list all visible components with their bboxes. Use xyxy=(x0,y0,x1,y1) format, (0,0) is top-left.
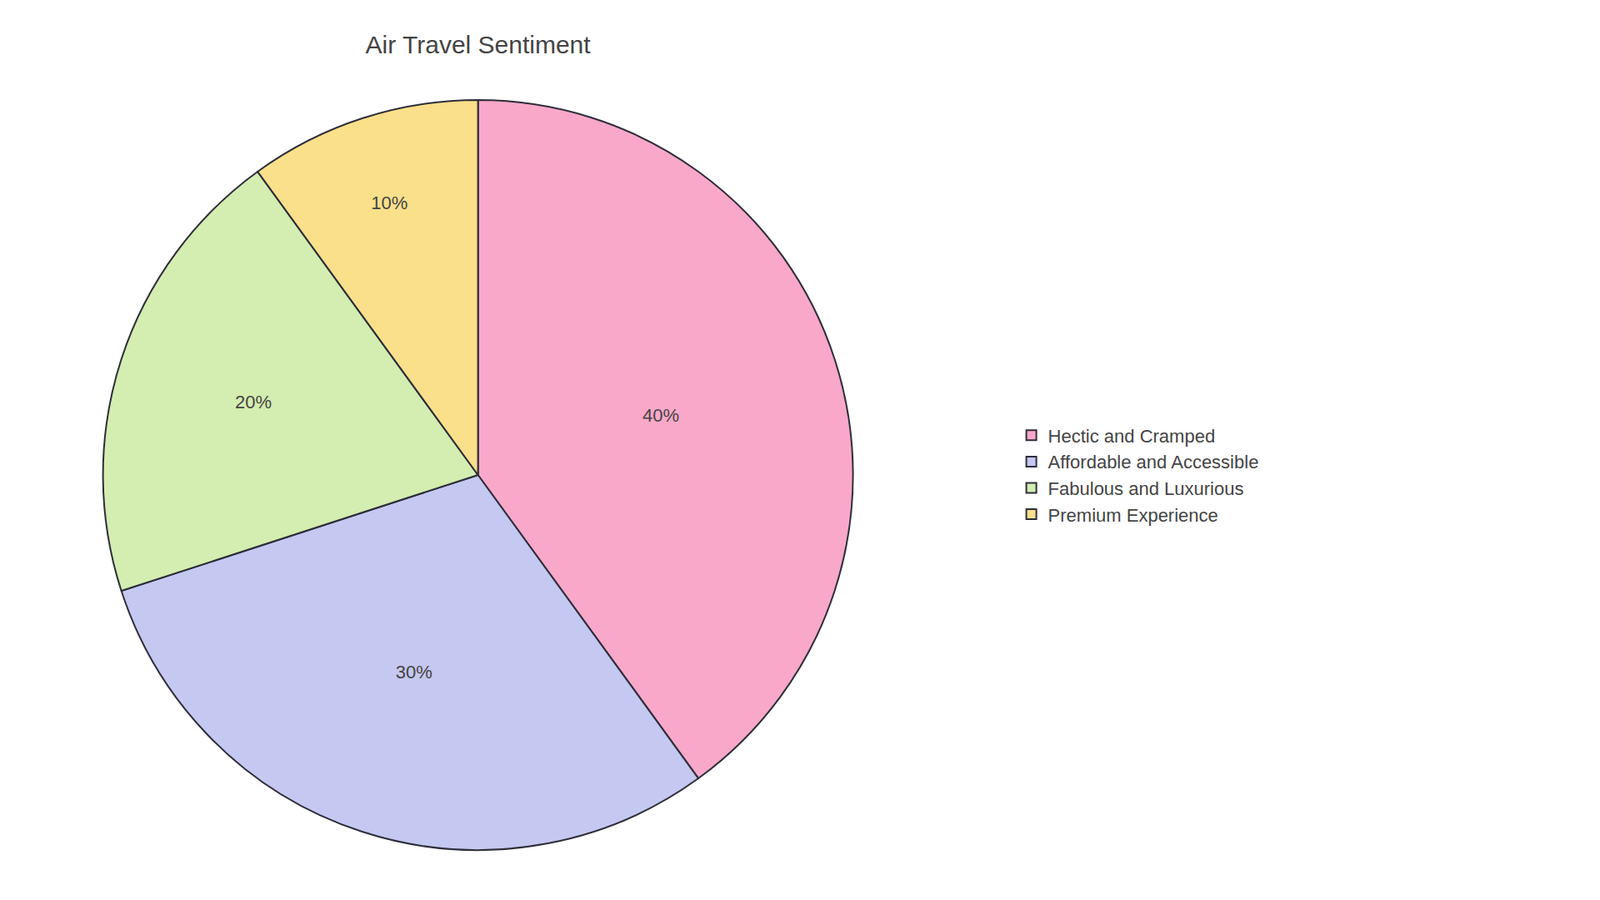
svg-text:10%: 10% xyxy=(370,192,408,214)
svg-text:40%: 40% xyxy=(642,405,680,426)
svg-text:Affordable and Accessible: Affordable and Accessible xyxy=(1048,451,1260,473)
svg-text:Air Travel Sentiment: Air Travel Sentiment xyxy=(365,30,592,59)
svg-text:Fabulous and Luxurious: Fabulous and Luxurious xyxy=(1048,478,1245,500)
svg-text:20%: 20% xyxy=(235,391,272,413)
svg-text:Premium Experience: Premium Experience xyxy=(1048,505,1219,526)
svg-text:Hectic and Cramped: Hectic and Cramped xyxy=(1048,425,1216,447)
svg-text:30%: 30% xyxy=(395,661,433,683)
